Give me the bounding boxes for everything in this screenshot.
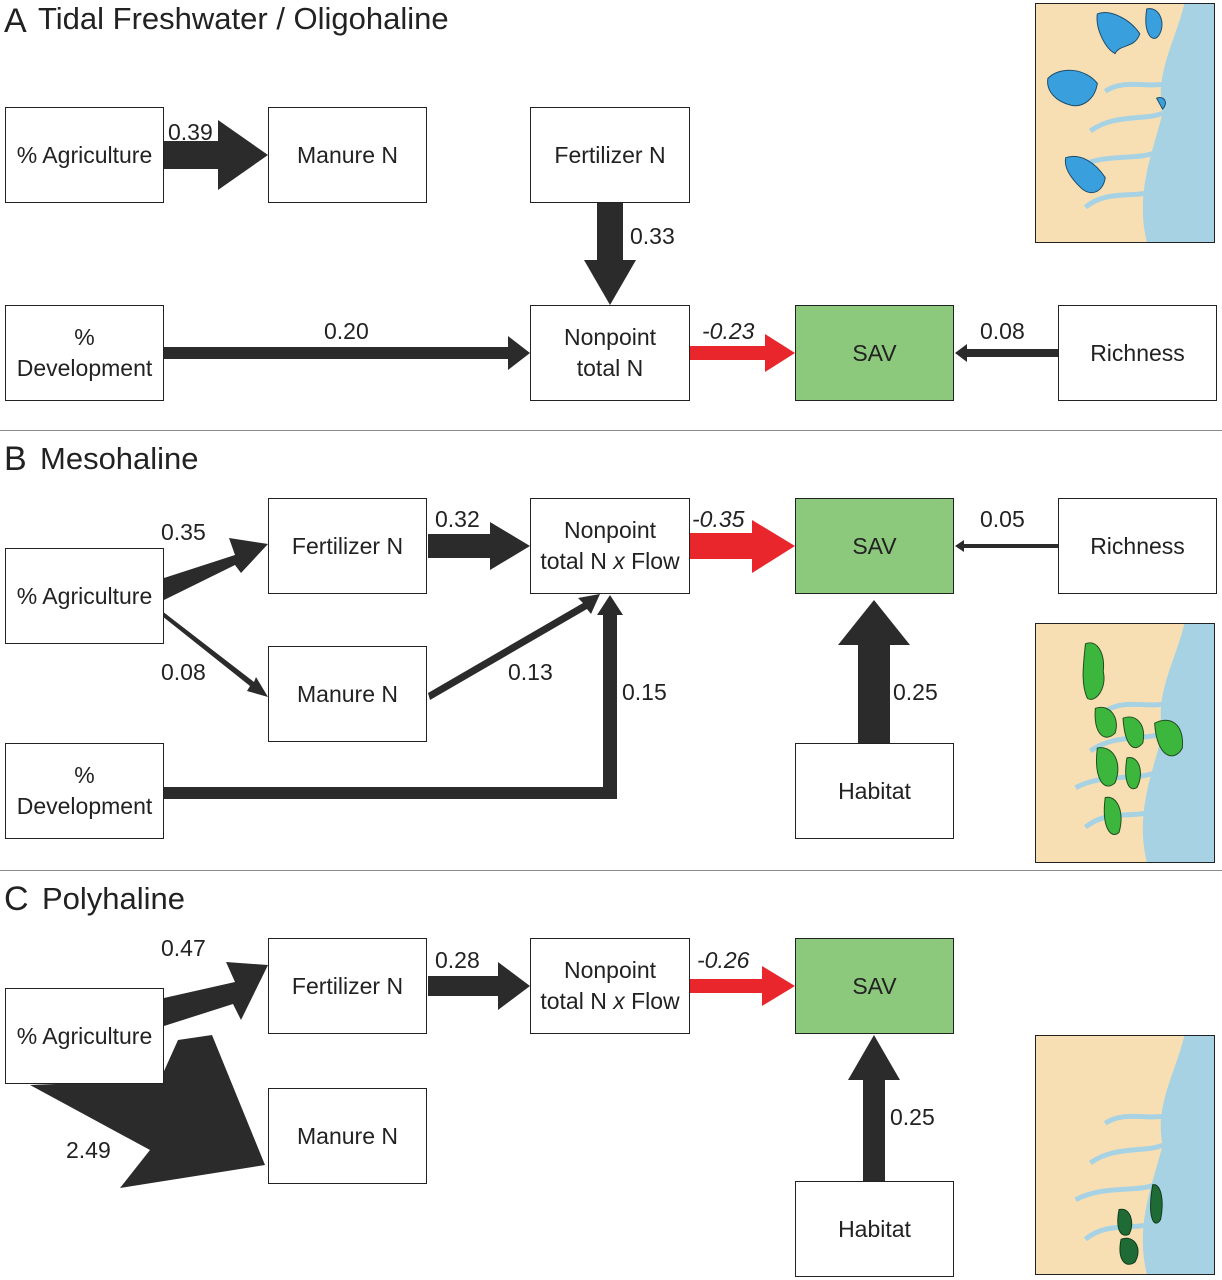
node-habitat: Habitat bbox=[795, 743, 954, 839]
map-oligohaline bbox=[1035, 3, 1215, 243]
nonpoint-line2a: total N bbox=[540, 548, 614, 574]
node-nonpoint-flow: Nonpoint total N x Flow bbox=[530, 938, 690, 1034]
coef-agriculture-fertilizer: 0.35 bbox=[161, 519, 206, 545]
coef-richness-sav: 0.08 bbox=[980, 318, 1025, 344]
panel-title: Tidal Freshwater / Oligohaline bbox=[38, 1, 449, 36]
node-fertilizer: Fertilizer N bbox=[530, 107, 690, 203]
panel-letter: C bbox=[4, 880, 29, 918]
nonpoint-line2a: total N bbox=[540, 988, 614, 1014]
arrow-b-agriculture-fertilizer bbox=[164, 538, 268, 600]
coef-nonpoint-sav: -0.23 bbox=[702, 318, 755, 344]
coef-fertilizer-nonpoint: 0.28 bbox=[435, 947, 480, 973]
nonpoint-x: x bbox=[613, 548, 625, 574]
coef-agriculture-manure: 0.39 bbox=[168, 119, 213, 145]
nonpoint-line2b: Flow bbox=[624, 548, 680, 574]
panel-letter: B bbox=[4, 440, 27, 478]
coef-agriculture-fertilizer: 0.47 bbox=[161, 935, 206, 961]
coef-agriculture-manure: 2.49 bbox=[66, 1137, 111, 1163]
node-nonpoint: Nonpoint total N bbox=[530, 305, 690, 401]
node-fertilizer: Fertilizer N bbox=[268, 498, 427, 594]
node-manure: Manure N bbox=[268, 107, 427, 203]
arrow-a-agriculture-manure bbox=[164, 120, 268, 190]
arrow-c-agriculture-manure bbox=[30, 1035, 265, 1188]
arrow-a-development-nonpoint bbox=[164, 336, 530, 370]
panel-b: B Mesohaline % Agriculture Fertilizer N … bbox=[4, 440, 1217, 863]
node-richness: Richness bbox=[1058, 305, 1217, 401]
node-agriculture: % Agriculture bbox=[5, 548, 164, 644]
node-agriculture: % Agriculture bbox=[5, 988, 164, 1084]
arrow-a-fertilizer-nonpoint bbox=[584, 203, 636, 305]
node-fertilizer: Fertilizer N bbox=[268, 938, 427, 1034]
nonpoint-line2b: Flow bbox=[624, 988, 680, 1014]
arrow-c-habitat-sav bbox=[848, 1035, 900, 1182]
arrow-b-nonpoint-sav bbox=[690, 520, 795, 573]
node-agriculture: % Agriculture bbox=[5, 107, 164, 203]
node-sav: SAV bbox=[795, 498, 954, 594]
arrow-b-agriculture-manure bbox=[162, 611, 268, 697]
nonpoint-line2: total N x Flow bbox=[540, 546, 679, 577]
node-manure: Manure N bbox=[268, 1088, 427, 1184]
nonpoint-line1: Nonpoint bbox=[563, 957, 657, 983]
panel-letter: A bbox=[4, 2, 27, 40]
coef-habitat-sav: 0.25 bbox=[890, 1104, 935, 1130]
coef-manure-nonpoint: 0.13 bbox=[508, 659, 553, 685]
coef-fertilizer-nonpoint: 0.33 bbox=[630, 223, 675, 249]
divider bbox=[0, 870, 1222, 871]
divider bbox=[0, 430, 1222, 431]
node-richness: Richness bbox=[1058, 498, 1217, 594]
arrow-c-nonpoint-sav bbox=[690, 966, 795, 1006]
coef-nonpoint-sav: -0.26 bbox=[697, 947, 750, 973]
node-manure: Manure N bbox=[268, 646, 427, 742]
coef-fertilizer-nonpoint: 0.32 bbox=[435, 506, 480, 532]
node-development: % Development bbox=[5, 743, 164, 839]
node-development: % Development bbox=[5, 305, 164, 401]
map-mesohaline bbox=[1035, 623, 1215, 863]
coef-agriculture-manure: 0.08 bbox=[161, 659, 206, 685]
panel-title: Mesohaline bbox=[40, 441, 199, 476]
arrow-c-fertilizer-nonpoint bbox=[428, 962, 530, 1010]
arrow-a-richness-sav bbox=[955, 344, 1058, 362]
node-nonpoint-flow: Nonpoint total N x Flow bbox=[530, 498, 690, 594]
arrow-b-richness-sav bbox=[955, 540, 1058, 552]
node-habitat: Habitat bbox=[795, 1181, 954, 1277]
panel-title: Polyhaline bbox=[42, 881, 186, 916]
map-polyhaline bbox=[1035, 1035, 1215, 1275]
arrow-b-fertilizer-nonpoint bbox=[428, 522, 530, 570]
coef-development-nonpoint: 0.15 bbox=[622, 679, 667, 705]
nonpoint-line2: total N x Flow bbox=[540, 986, 679, 1017]
arrow-b-habitat-sav bbox=[838, 600, 910, 743]
node-sav: SAV bbox=[795, 305, 954, 401]
panel-a: A Tidal Freshwater / Oligohaline % Agric… bbox=[0, 0, 1222, 430]
coef-nonpoint-sav: -0.35 bbox=[692, 506, 745, 532]
arrow-b-manure-nonpoint bbox=[428, 594, 600, 700]
nonpoint-x: x bbox=[613, 988, 625, 1014]
coef-development-nonpoint: 0.20 bbox=[324, 318, 369, 344]
node-sav: SAV bbox=[795, 938, 954, 1034]
nonpoint-line1: Nonpoint bbox=[563, 517, 657, 543]
arrow-a-nonpoint-sav bbox=[690, 334, 795, 372]
coef-habitat-sav: 0.25 bbox=[893, 679, 938, 705]
coef-richness-sav: 0.05 bbox=[980, 506, 1025, 532]
arrow-c-agriculture-fertilizer bbox=[164, 962, 268, 1026]
